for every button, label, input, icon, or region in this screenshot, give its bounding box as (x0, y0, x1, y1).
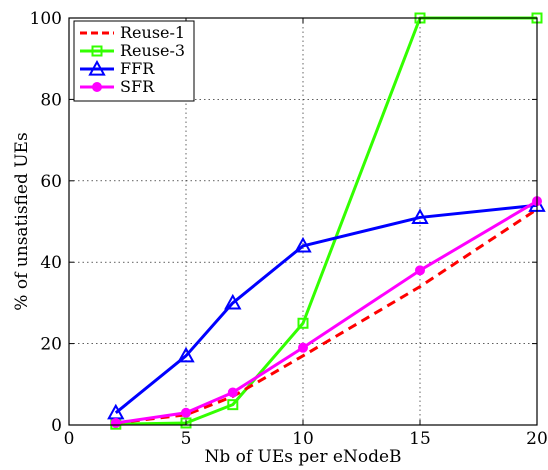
series-line (115, 199, 538, 425)
data-point (294, 236, 312, 253)
data-point (415, 265, 425, 276)
series-reuse-1 (115, 208, 538, 425)
legend-entry: SFR (80, 77, 155, 96)
legend-label: Reuse-1 (120, 23, 185, 42)
data-point (298, 342, 308, 353)
legend-entry: Reuse-3 (80, 41, 185, 60)
legend-entry: FFR (80, 59, 155, 78)
series-line (115, 208, 538, 425)
legend-label: Reuse-3 (120, 41, 185, 60)
y-tick-label: 0 (51, 416, 62, 436)
legend-label: SFR (120, 77, 155, 96)
x-tick-label: 5 (181, 429, 192, 449)
y-tick-label: 40 (40, 253, 62, 273)
x-tick-label: 0 (64, 429, 75, 449)
legend-label: FFR (120, 59, 155, 78)
data-point (181, 407, 191, 418)
series-line (114, 203, 538, 414)
data-point (411, 208, 429, 225)
data-point (224, 293, 242, 310)
data-point (177, 346, 195, 363)
y-tick-label: 20 (40, 335, 62, 355)
x-axis-label: Nb of UEs per eNodeB (204, 447, 401, 467)
y-tick-label: 80 (40, 90, 62, 110)
axis-ticks: 0 5 10 15 20 0 20 40 60 80 100 (30, 9, 548, 449)
series-ffr (107, 196, 546, 420)
data-point (180, 417, 192, 429)
y-tick-label: 100 (30, 9, 62, 29)
legend-marker (91, 45, 103, 57)
data-point (227, 399, 239, 411)
legend-marker (92, 82, 102, 92)
y-tick-label: 60 (40, 172, 62, 192)
x-tick-label: 20 (526, 429, 548, 449)
data-point (227, 387, 238, 398)
x-tick-label: 10 (292, 429, 314, 449)
legend-entry: Reuse-1 (80, 23, 185, 42)
legend-marker (88, 59, 106, 76)
data-point (110, 417, 121, 428)
series-sfr (110, 196, 542, 428)
y-axis-label: % of unsatisfied UEs (12, 132, 32, 310)
x-tick-label: 15 (409, 429, 431, 449)
data-point (297, 317, 309, 329)
